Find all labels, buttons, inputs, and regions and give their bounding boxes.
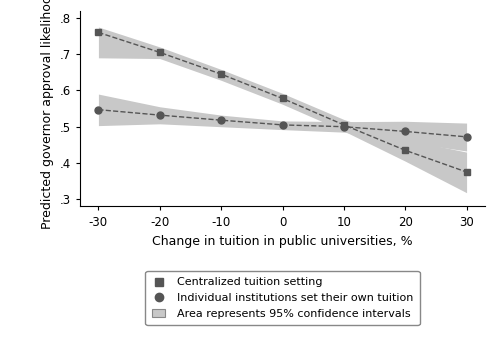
Y-axis label: Predicted governor approval likelihood: Predicted governor approval likelihood	[41, 0, 54, 229]
Legend: Centralized tuition setting, Individual institutions set their own tuition, Area: Centralized tuition setting, Individual …	[146, 271, 420, 325]
X-axis label: Change in tuition in public universities, %: Change in tuition in public universities…	[152, 235, 413, 248]
